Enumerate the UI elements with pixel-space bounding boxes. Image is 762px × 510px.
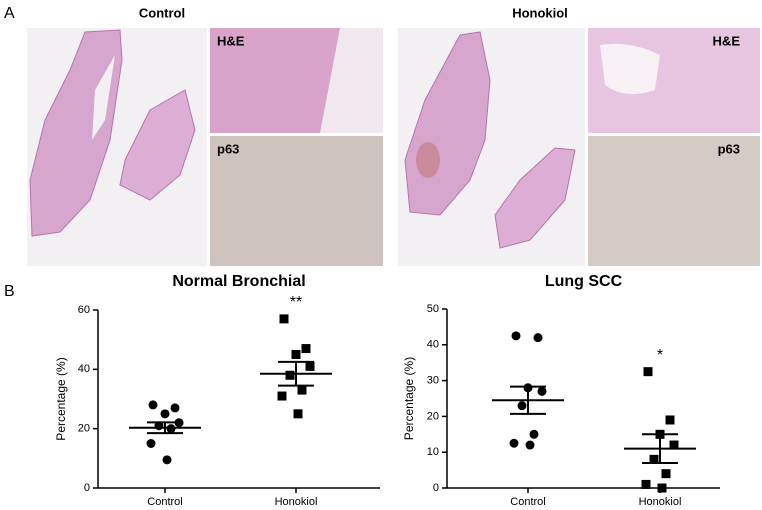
honokiol-images (398, 28, 760, 266)
data-point (291, 350, 301, 359)
chart-title: Lung SCC (545, 273, 623, 290)
y-axis-label: Percentage (%) (54, 357, 68, 440)
significance: * (657, 347, 663, 364)
y-tick-label: 40 (427, 339, 439, 351)
y-axis-label: Percentage (%) (402, 357, 416, 440)
stain-label: H&E (713, 33, 741, 48)
x-tick-label: Honokiol (275, 496, 318, 508)
y-tick-label: 40 (78, 363, 90, 375)
y-tick-label: 30 (427, 375, 439, 387)
y-tick-label: 20 (427, 410, 439, 422)
data-point (146, 439, 156, 448)
data-point (661, 469, 671, 479)
data-point (665, 415, 675, 425)
control-images (27, 28, 383, 266)
data-point (525, 440, 535, 450)
data-point (277, 391, 287, 401)
x-tick-label: Control (147, 496, 182, 508)
data-point (641, 479, 651, 489)
data-point (297, 385, 307, 395)
x-tick-label: Honokiol (639, 496, 682, 508)
data-point (649, 454, 659, 464)
y-tick-label: 10 (427, 446, 439, 458)
significance: ** (290, 294, 302, 311)
data-point (657, 483, 667, 493)
panel-label: A (4, 5, 15, 22)
stain-label: p63 (217, 141, 239, 156)
data-point (533, 333, 543, 343)
data-point (160, 409, 170, 419)
data-point (301, 344, 311, 354)
y-tick-label: 0 (433, 482, 439, 494)
stain-label: H&E (217, 33, 245, 48)
data-point (293, 409, 303, 419)
data-point (509, 438, 519, 448)
data-point (511, 331, 521, 341)
data-point (517, 401, 527, 411)
data-point (669, 440, 679, 450)
stain-label: p63 (718, 141, 740, 156)
data-point (279, 314, 289, 324)
chart-title: Normal Bronchial (172, 273, 305, 290)
y-tick-label: 50 (427, 303, 439, 315)
y-tick-label: 60 (78, 304, 90, 316)
data-point (305, 361, 315, 371)
image-title: Control (139, 5, 185, 20)
image-title: Honokiol (512, 5, 568, 20)
data-point (162, 455, 172, 465)
data-point (643, 367, 653, 377)
data-point (170, 403, 180, 413)
data-point (537, 386, 547, 396)
y-tick-label: 20 (78, 423, 90, 435)
x-tick-label: Control (510, 496, 545, 508)
y-tick-label: 0 (84, 482, 90, 494)
data-point (529, 429, 539, 439)
data-point (148, 400, 158, 410)
data-point (285, 370, 295, 380)
panel-label: B (4, 283, 15, 300)
